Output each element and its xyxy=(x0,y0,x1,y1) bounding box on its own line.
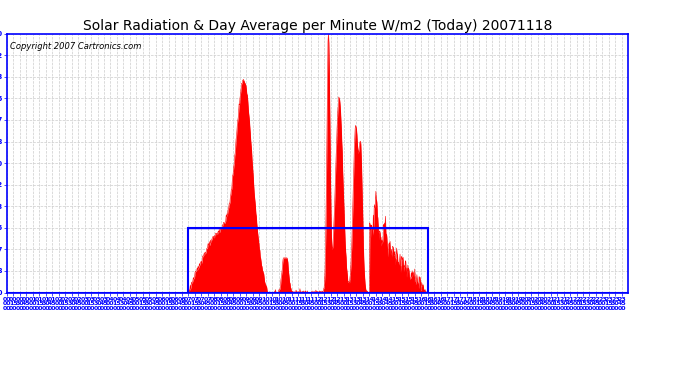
Text: Copyright 2007 Cartronics.com: Copyright 2007 Cartronics.com xyxy=(10,42,141,51)
Bar xyxy=(188,228,428,292)
Title: Solar Radiation & Day Average per Minute W/m2 (Today) 20071118: Solar Radiation & Day Average per Minute… xyxy=(83,19,552,33)
